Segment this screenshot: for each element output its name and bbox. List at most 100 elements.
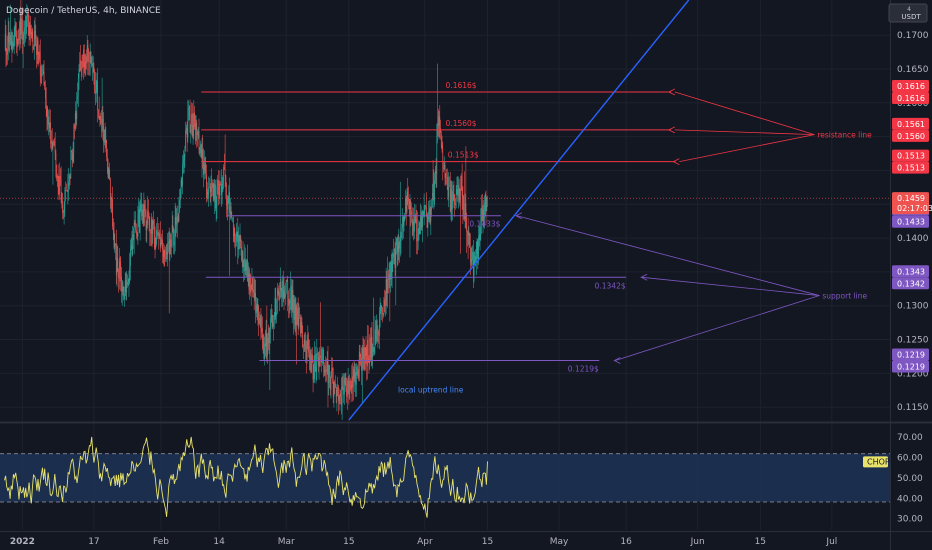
candle-body [165, 258, 166, 259]
candle-body [282, 280, 283, 298]
candle-body [295, 305, 297, 326]
candle-body [467, 231, 469, 236]
candle-body [365, 347, 367, 356]
candle-body [33, 31, 35, 47]
candle-body [199, 149, 201, 154]
candle-body [483, 209, 485, 219]
candle-body [352, 376, 353, 388]
candle-body [396, 238, 398, 244]
resistance-tag: 0.1616 [897, 94, 925, 103]
candle-body [115, 243, 117, 276]
candle-body [250, 275, 251, 293]
candle-body [432, 193, 434, 196]
candle-body [183, 156, 185, 160]
candle-body [179, 199, 180, 205]
candle-body [153, 224, 155, 238]
candle-body [75, 113, 77, 120]
support-arrow-head [515, 212, 523, 220]
candle-body [212, 183, 214, 188]
candle-body [267, 338, 269, 344]
candle-body [32, 38, 34, 50]
candle-body [244, 258, 245, 272]
candle-body [59, 175, 60, 194]
candle-body [42, 69, 43, 70]
candle-body [94, 74, 96, 92]
candle-body [104, 130, 105, 143]
candle-body [420, 215, 422, 218]
candle-body [352, 369, 354, 388]
candle-body [95, 89, 97, 94]
candle-body [134, 222, 136, 225]
candle-body [418, 221, 420, 234]
candle-body [39, 51, 41, 75]
candle-body [24, 27, 25, 35]
candle-body [141, 204, 142, 217]
candle-body [19, 18, 21, 35]
candle-body [169, 239, 171, 255]
candle-body [11, 41, 13, 49]
candle-body [213, 183, 215, 200]
candle-body [249, 275, 251, 291]
candle-body [438, 116, 440, 126]
candle-body [446, 174, 448, 188]
candle-body [151, 219, 153, 234]
candle-body [291, 290, 293, 311]
candle-body [265, 343, 266, 347]
candle-body [297, 308, 298, 325]
candle-body [364, 347, 366, 370]
candle-body [392, 257, 394, 262]
candle-body [110, 198, 112, 200]
candle-body [417, 237, 418, 242]
candle-body [379, 313, 380, 336]
candle-body [328, 364, 330, 384]
symbol-title[interactable]: Dogecoin / TetherUS, 4h, BINANCE [6, 6, 161, 16]
candle-body [255, 292, 257, 313]
uptrend-label: local uptrend line [398, 385, 464, 394]
candle-body [194, 127, 196, 131]
candle-body [290, 286, 292, 302]
candle-body [422, 210, 423, 228]
candle-body [123, 292, 125, 300]
resistance-tag-bg [892, 117, 929, 130]
candle-body [121, 276, 122, 292]
candle-body [460, 189, 462, 191]
candle-body [92, 63, 94, 67]
candle-body [417, 233, 419, 238]
candle-body [33, 46, 34, 50]
candle-body [181, 180, 183, 186]
resistance-tag: 0.1513 [897, 164, 925, 173]
candle-body [286, 280, 288, 282]
candle-body [404, 213, 406, 216]
resistance-price-label: 0.1513$ [448, 151, 479, 160]
candle-body [361, 348, 363, 372]
candle-body [387, 278, 388, 294]
candle-body [201, 149, 203, 158]
candle-body [36, 40, 38, 55]
candle-body [177, 216, 178, 223]
candle-body [449, 185, 450, 187]
currency-button[interactable]: 4 USDT [888, 3, 928, 23]
candle-body [191, 114, 193, 137]
candle-body [145, 214, 147, 231]
candle-body [370, 337, 371, 360]
candle-body [61, 200, 63, 204]
candle-body [239, 236, 241, 242]
candle-body [149, 224, 151, 233]
chop-tick-label: 50.00 [897, 474, 923, 484]
candle-body [304, 339, 306, 345]
candle-body [139, 207, 141, 233]
candle-body [394, 249, 396, 268]
candle-body [405, 198, 407, 212]
candle-body [471, 259, 473, 260]
candle-body [223, 167, 224, 182]
candle-body [415, 218, 417, 222]
chop-name-tag-bg [863, 456, 888, 468]
candle-body [30, 31, 32, 35]
support-price-label: 0.1219$ [568, 364, 599, 373]
candle-body [125, 280, 127, 293]
candle-body [292, 290, 294, 310]
candle-body [45, 97, 47, 109]
candle-body [266, 332, 268, 356]
candle-body [68, 176, 70, 182]
